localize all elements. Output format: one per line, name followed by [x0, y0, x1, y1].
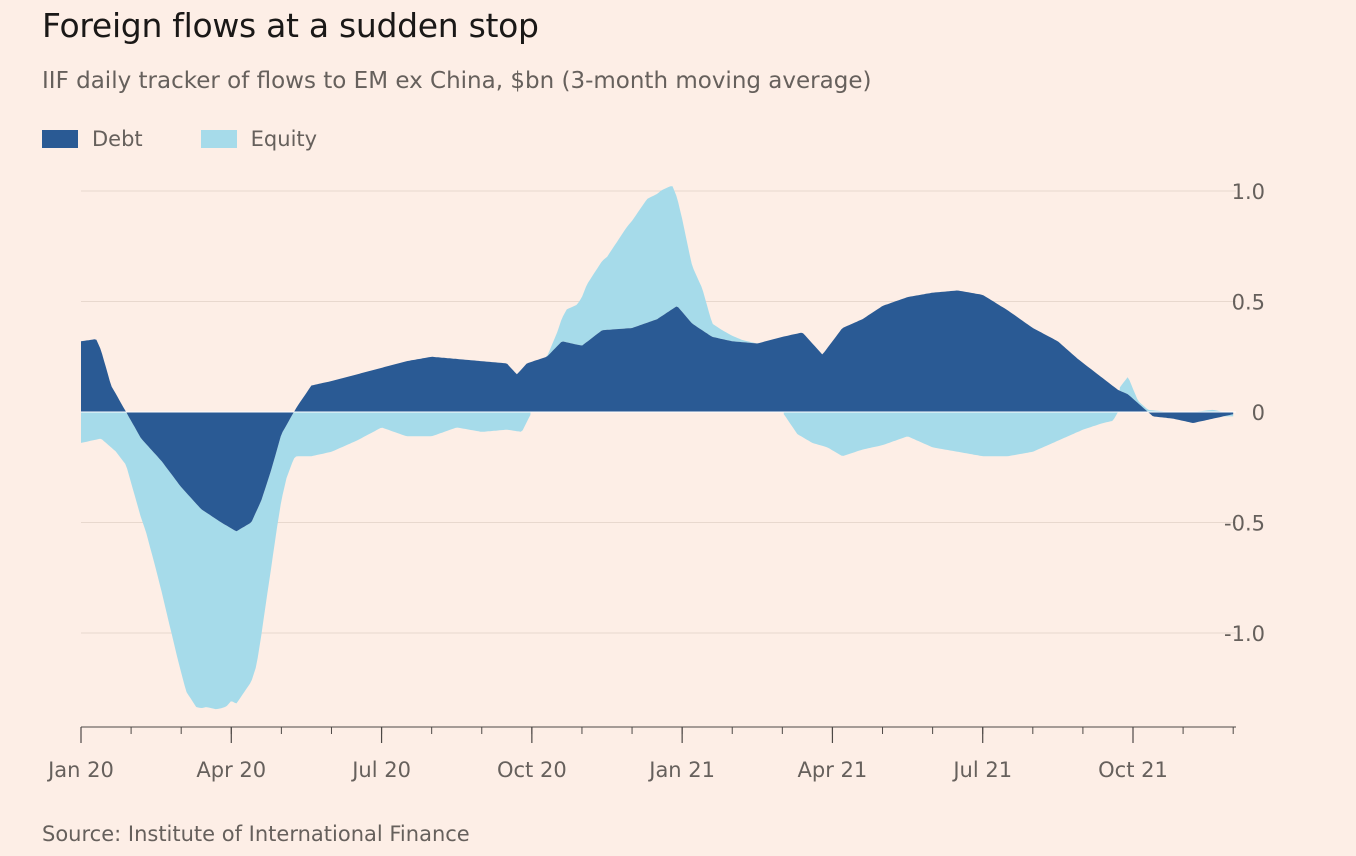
x-tick-label-3: Oct 20 [497, 758, 567, 782]
x-tick-label-5: Apr 21 [798, 758, 868, 782]
x-tick-label-4: Jan 21 [647, 758, 715, 782]
legend-swatch-equity [200, 130, 237, 148]
legend: Debt Equity [42, 127, 375, 151]
x-tick-label-6: Jul 21 [951, 758, 1012, 782]
y-tick-label-2: 0 [1252, 401, 1265, 425]
legend-label-debt: Debt [92, 127, 143, 151]
y-tick-label-3: -0.5 [1224, 512, 1265, 536]
x-tick-label-1: Apr 20 [196, 758, 266, 782]
legend-item-debt: Debt [42, 127, 143, 151]
legend-label-equity: Equity [250, 127, 318, 151]
legend-item-equity: Equity [200, 127, 318, 151]
axis-layer: 1.0 0.5 0 -0.5 -1.0 Jan 20 Apr 20 Jul 20 Oct 20 J… [46, 180, 1265, 782]
y-tick-label-1: 0.5 [1232, 291, 1265, 315]
area-layer [81, 186, 1234, 710]
y-tick-label-0: 1.0 [1232, 180, 1265, 204]
x-tick-label-7: Oct 21 [1098, 758, 1168, 782]
chart-title: Foreign flows at a sudden stop [42, 6, 539, 45]
series-equity-area [81, 186, 1234, 710]
chart-subtitle: IIF daily tracker of flows to EM ex Chin… [42, 68, 872, 94]
source-note: Source: Institute of International Finan… [42, 822, 470, 846]
x-tick-label-2: Jul 20 [350, 758, 411, 782]
y-tick-label-4: -1.0 [1224, 622, 1265, 646]
x-tick-label-0: Jan 20 [46, 758, 114, 782]
legend-swatch-debt [42, 130, 78, 148]
series-debt-area [81, 290, 1234, 532]
